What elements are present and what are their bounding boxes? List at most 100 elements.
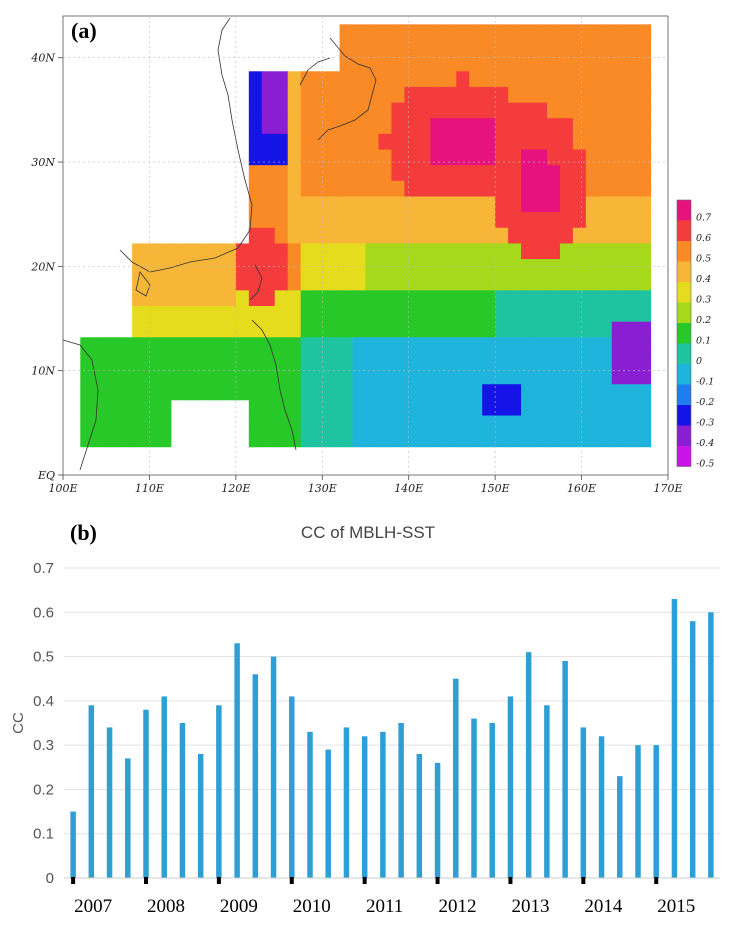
map-cell — [417, 71, 431, 88]
map-cell — [313, 274, 328, 291]
map-cell — [339, 196, 353, 213]
map-cell — [443, 55, 457, 72]
bar — [689, 621, 696, 878]
map-cell — [624, 290, 639, 307]
map-cell — [313, 118, 328, 135]
map-cell — [80, 337, 94, 354]
map-cell — [443, 368, 457, 385]
map-cell — [572, 431, 587, 448]
map-cell — [469, 321, 483, 338]
map-cell — [300, 290, 315, 307]
map-cell — [624, 337, 639, 354]
map-cell — [313, 212, 328, 229]
bar-y-tick-label: 0.6 — [33, 604, 54, 621]
map-cell — [417, 352, 431, 369]
bars — [70, 599, 714, 878]
map-cell — [93, 399, 107, 416]
map-cell — [404, 368, 418, 385]
map-cell — [598, 55, 613, 72]
map-cell — [585, 165, 600, 182]
bar-x-tick-mark — [654, 877, 659, 884]
map-cell — [637, 431, 652, 448]
map-cell — [598, 431, 613, 448]
map-cell — [637, 306, 652, 323]
bar — [434, 762, 441, 878]
map-cell — [443, 384, 457, 401]
map-cell — [365, 290, 379, 307]
bar-x-tick-mark — [71, 877, 76, 884]
map-cell — [248, 71, 263, 88]
map-cell — [352, 243, 366, 260]
map-cell — [598, 321, 613, 338]
bar-y-tick-label: 0.4 — [33, 693, 54, 710]
map-cell — [456, 102, 470, 119]
map-cell — [287, 290, 302, 307]
map-cell — [132, 306, 146, 323]
map-cell — [559, 180, 574, 197]
map-cell — [235, 306, 250, 323]
map-cell — [404, 71, 418, 88]
map-cell — [637, 165, 652, 182]
map-cell — [300, 274, 315, 291]
map-cell — [443, 39, 457, 57]
map-cell — [326, 165, 340, 182]
map-cell — [624, 399, 639, 416]
map-cell — [547, 180, 561, 197]
map-cell — [521, 259, 535, 276]
map-cell — [598, 165, 613, 182]
map-cell — [248, 368, 263, 385]
map-cell — [222, 368, 237, 385]
bar — [234, 643, 240, 878]
map-cell — [287, 71, 302, 88]
map-cell — [365, 212, 379, 229]
map-cell — [534, 55, 548, 72]
map-cell — [534, 86, 548, 103]
colorbar-swatch — [677, 220, 691, 241]
map-cell — [339, 290, 353, 307]
map-cell — [572, 196, 587, 213]
map-cell — [313, 384, 328, 401]
map-cell — [495, 227, 509, 244]
map-cell — [235, 321, 250, 338]
map-cell — [365, 71, 379, 88]
map-cell — [624, 259, 639, 276]
map-cell — [261, 102, 276, 119]
map-y-tick-label: 40N — [30, 52, 55, 65]
map-cell — [248, 86, 263, 103]
bar-x-tick-label: 2015 — [657, 896, 695, 917]
map-cell — [572, 227, 587, 244]
map-cell — [300, 415, 315, 432]
bar — [453, 678, 459, 878]
map-cell — [482, 118, 496, 135]
map-cell — [443, 274, 457, 291]
map-cell — [443, 24, 457, 41]
map-cell — [624, 212, 639, 229]
map-cell — [482, 39, 496, 57]
map-cell — [547, 415, 561, 432]
coastline — [62, 17, 377, 471]
map-cell — [611, 415, 626, 432]
map-cell — [495, 399, 509, 416]
map-cell — [378, 165, 392, 182]
map-cell — [534, 71, 548, 88]
map-cell — [313, 243, 328, 260]
bar-y-ticks: 0 0.1 0.2 0.3 0.4 0.5 0.6 0.7 — [33, 560, 54, 887]
panel-b-bar-chart: (b) CC of MBLH-SST CC 0 0.1 0.2 0.3 0.4 0.5 0.… — [10, 520, 720, 917]
map-cell — [482, 71, 496, 88]
map-cell — [495, 180, 509, 197]
map-cell — [313, 102, 328, 119]
map-cell — [598, 212, 613, 229]
bar — [106, 727, 113, 878]
map-cell — [80, 352, 94, 369]
bar-y-tick-label: 0.2 — [33, 781, 54, 798]
map-cell — [585, 180, 600, 197]
map-cell — [365, 274, 379, 291]
map-cell — [378, 118, 392, 135]
map-cell — [184, 321, 198, 338]
map-cell — [248, 212, 263, 229]
map-cell — [417, 368, 431, 385]
map-cell — [171, 368, 185, 385]
map-cell — [417, 86, 431, 103]
map-cell — [430, 368, 444, 385]
map-cell — [637, 321, 652, 338]
